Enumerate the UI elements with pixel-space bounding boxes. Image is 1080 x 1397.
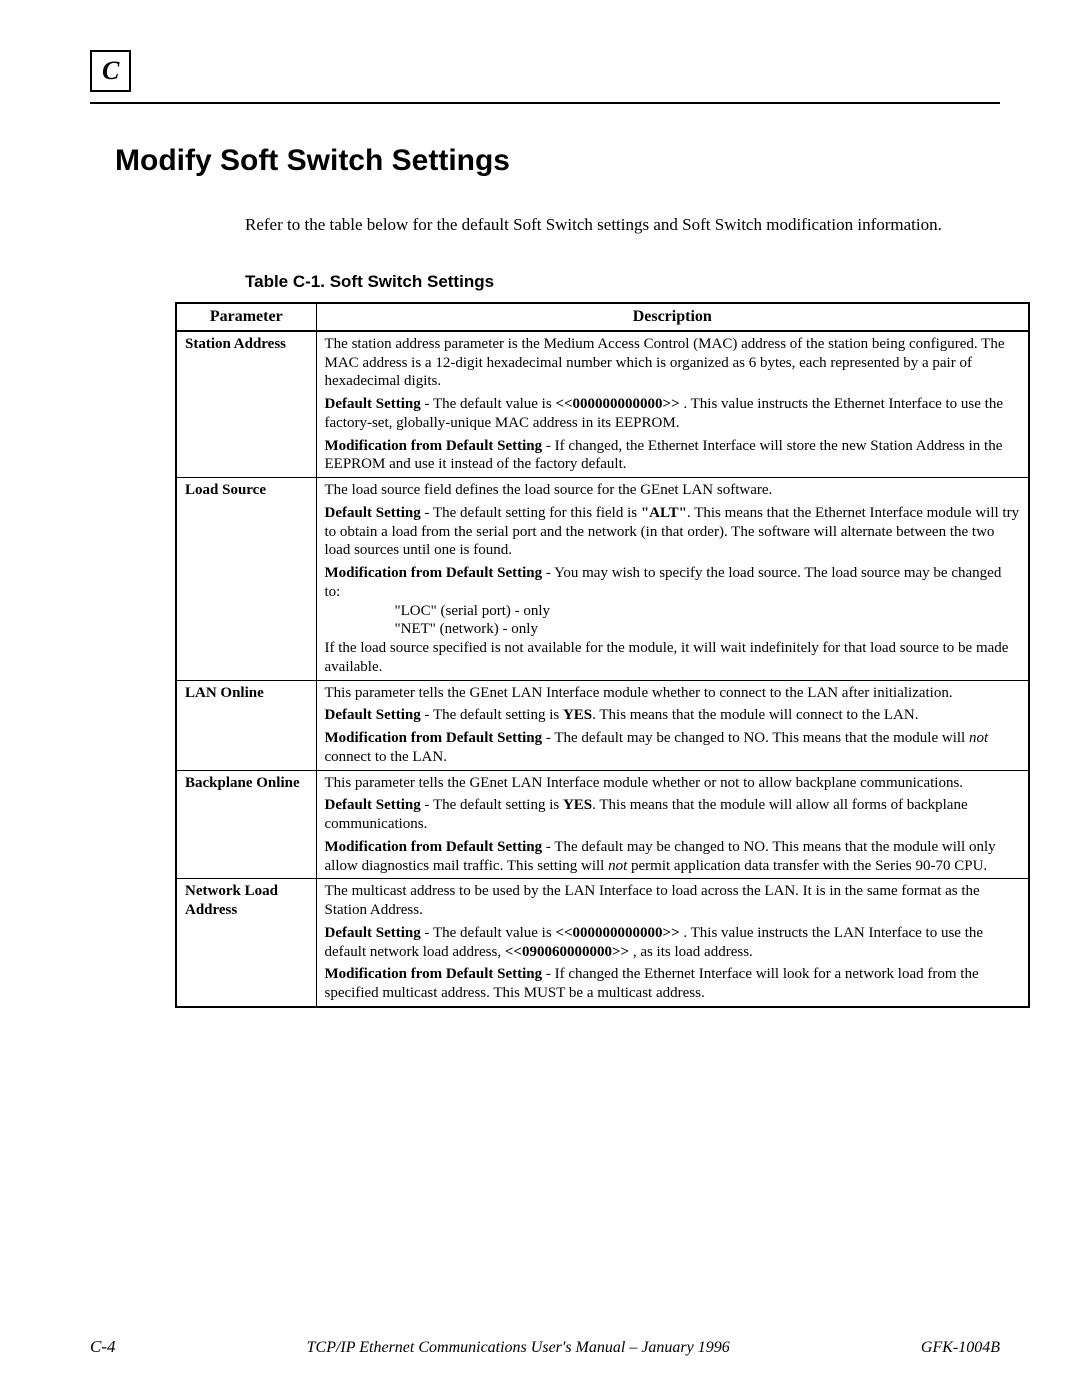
header-rule xyxy=(90,102,1000,104)
param-cell: Load Source xyxy=(176,478,316,681)
desc-cell: This parameter tells the GEnet LAN Inter… xyxy=(316,770,1029,879)
table-row: LAN Online This parameter tells the GEnet… xyxy=(176,680,1029,770)
desc-cell: This parameter tells the GEnet LAN Inter… xyxy=(316,680,1029,770)
soft-switch-table: Parameter Description Station AddressThe… xyxy=(175,302,1030,1008)
desc-block: This parameter tells the GEnet LAN Inter… xyxy=(325,684,1021,703)
desc-block: Default Setting - The default value is <… xyxy=(325,395,1021,433)
page-title: Modify Soft Switch Settings xyxy=(115,144,1000,178)
section-marker: C xyxy=(90,50,131,92)
table-row: Load Source The load source field defines… xyxy=(176,478,1029,681)
desc-block: This parameter tells the GEnet LAN Inter… xyxy=(325,774,1021,793)
desc-block: Default Setting - The default setting is… xyxy=(325,796,1021,834)
param-cell: Network Load Address xyxy=(176,879,316,1007)
param-cell: Station Address xyxy=(176,331,316,478)
col-header-parameter: Parameter xyxy=(176,303,316,331)
table-row: Backplane Online This parameter tells the… xyxy=(176,770,1029,879)
desc-block: Default Setting - The default setting fo… xyxy=(325,504,1021,560)
desc-cell: The station address parameter is the Med… xyxy=(316,331,1029,478)
desc-block: Default Setting - The default value is <… xyxy=(325,924,1021,962)
desc-cell: The multicast address to be used by the … xyxy=(316,879,1029,1007)
desc-block: The load source field defines the load s… xyxy=(325,481,1021,500)
desc-block: Modification from Default Setting - You … xyxy=(325,564,1021,677)
param-cell: Backplane Online xyxy=(176,770,316,879)
table-caption: Table C-1. Soft Switch Settings xyxy=(245,272,1000,292)
table-row: Network Load AddressThe multicast addres… xyxy=(176,879,1029,1007)
desc-block: Default Setting - The default setting is… xyxy=(325,706,1021,725)
footer-doc-id: GFK-1004B xyxy=(921,1339,1000,1357)
desc-block: Modification from Default Setting - The … xyxy=(325,729,1021,767)
param-cell: LAN Online xyxy=(176,680,316,770)
intro-paragraph: Refer to the table below for the default… xyxy=(245,213,1000,237)
table-header-row: Parameter Description xyxy=(176,303,1029,331)
page-number: C-4 xyxy=(90,1337,116,1357)
desc-cell: The load source field defines the load s… xyxy=(316,478,1029,681)
col-header-description: Description xyxy=(316,303,1029,331)
desc-block: Modification from Default Setting - The … xyxy=(325,838,1021,876)
table-row: Station AddressThe station address param… xyxy=(176,331,1029,478)
page-footer: C-4 TCP/IP Ethernet Communications User'… xyxy=(90,1337,1000,1357)
desc-block: The station address parameter is the Med… xyxy=(325,335,1021,391)
desc-block: Modification from Default Setting - If c… xyxy=(325,437,1021,475)
footer-manual-title: TCP/IP Ethernet Communications User's Ma… xyxy=(307,1339,730,1357)
desc-block: Modification from Default Setting - If c… xyxy=(325,965,1021,1003)
desc-block: The multicast address to be used by the … xyxy=(325,882,1021,920)
